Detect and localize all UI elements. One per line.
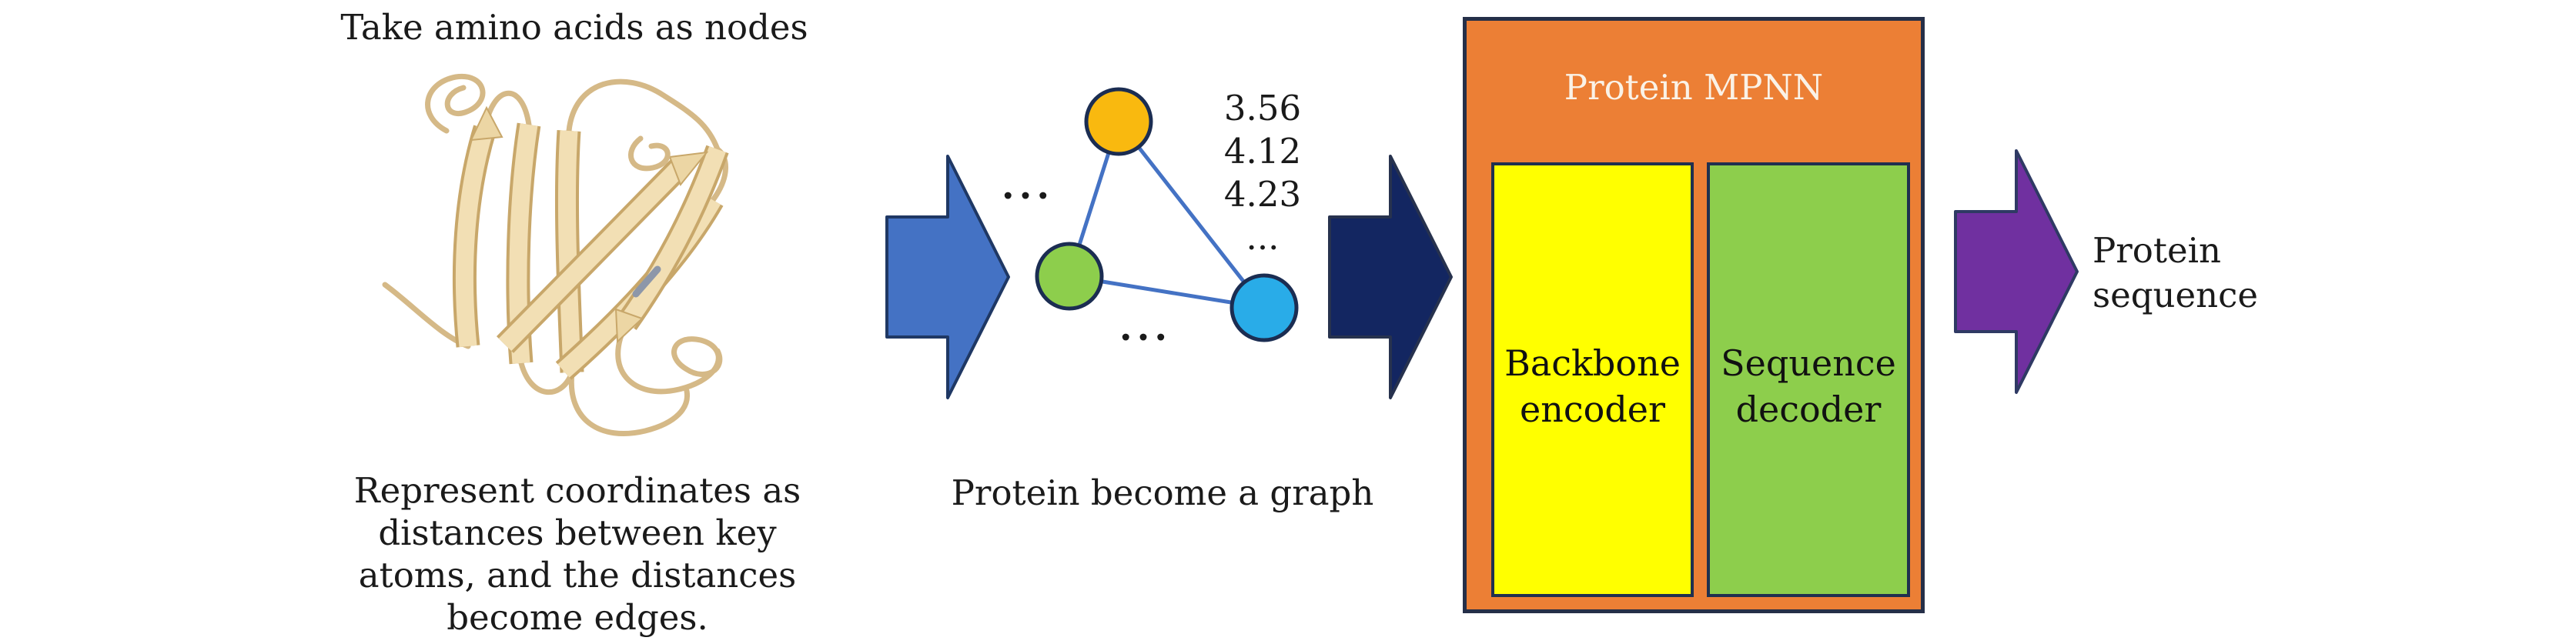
stage1-title: Take amino acids as nodes bbox=[340, 7, 808, 48]
caption-line: Represent coordinates as bbox=[353, 470, 801, 511]
graph-edge bbox=[1117, 120, 1266, 309]
decoder-label-line: Sequence bbox=[1721, 342, 1896, 384]
beta-strand bbox=[455, 125, 493, 348]
ribbon-loop bbox=[518, 360, 575, 395]
beta-strand bbox=[557, 130, 581, 373]
protein-ribbon-image bbox=[382, 73, 729, 436]
protein-ribbon bbox=[382, 73, 729, 436]
block-arrow-shape bbox=[885, 155, 1010, 399]
ribbon-fragment bbox=[632, 265, 661, 298]
block-arrow-shape bbox=[1328, 155, 1453, 399]
strand-arrowhead bbox=[614, 308, 644, 344]
graph-node-green bbox=[1035, 242, 1104, 311]
strand-arrowhead bbox=[470, 105, 503, 142]
beta-strand bbox=[498, 158, 689, 352]
ribbon-loop bbox=[566, 78, 721, 152]
edge-distance-value: 4.12 bbox=[1223, 131, 1302, 172]
caption-line: distances between key bbox=[378, 512, 777, 553]
caption-line: atoms, and the distances bbox=[358, 555, 797, 596]
encoder-label-line: encoder bbox=[1520, 388, 1665, 430]
strand-arrowhead bbox=[668, 151, 709, 186]
ellipsis-more-nodes: ... bbox=[1001, 165, 1055, 208]
ellipsis-more-edges: ... bbox=[1119, 306, 1173, 349]
backbone-encoder-box: Backbone encoder bbox=[1491, 162, 1694, 597]
beta-strand bbox=[619, 146, 726, 329]
stage2-caption: Protein become a graph bbox=[951, 472, 1374, 513]
edge-distance-value: 3.56 bbox=[1223, 88, 1302, 128]
output-label-line: sequence bbox=[2093, 275, 2258, 315]
encoder-label-line: Backbone bbox=[1504, 342, 1681, 384]
arrow-graph-to-mpnn-icon bbox=[1328, 155, 1453, 399]
arrow-mpnn-to-sequence-icon bbox=[1954, 149, 2079, 394]
arrow-structure-to-graph-icon bbox=[885, 155, 1010, 399]
caption-line: become edges. bbox=[447, 597, 708, 638]
mpnn-box-title: Protein MPNN bbox=[1564, 67, 1824, 108]
protein-mpnn-box: Protein MPNN Backbone encoder Sequence d… bbox=[1463, 17, 1925, 613]
ellipsis-more-distances: ... bbox=[1246, 217, 1280, 258]
block-arrow-shape bbox=[1954, 149, 2079, 394]
ribbon-helix bbox=[425, 73, 486, 134]
ribbon-loop bbox=[615, 320, 723, 395]
decoder-label-line: decoder bbox=[1735, 388, 1882, 430]
protein-graph bbox=[1035, 87, 1299, 342]
graph-node-cyan bbox=[1229, 273, 1299, 342]
ribbon-loop bbox=[568, 369, 691, 436]
edge-distance-list: 3.56 4.12 4.23 ... bbox=[1201, 87, 1324, 259]
output-label-line: Protein bbox=[2093, 230, 2221, 271]
stage1-caption: Represent coordinates as distances betwe… bbox=[308, 469, 847, 639]
edge-distance-value: 4.23 bbox=[1223, 174, 1302, 215]
sequence-decoder-box: Sequence decoder bbox=[1707, 162, 1910, 597]
ribbon-helix bbox=[628, 135, 671, 172]
output-label: Protein sequence bbox=[2093, 229, 2323, 318]
graph-node-gold bbox=[1084, 87, 1153, 156]
